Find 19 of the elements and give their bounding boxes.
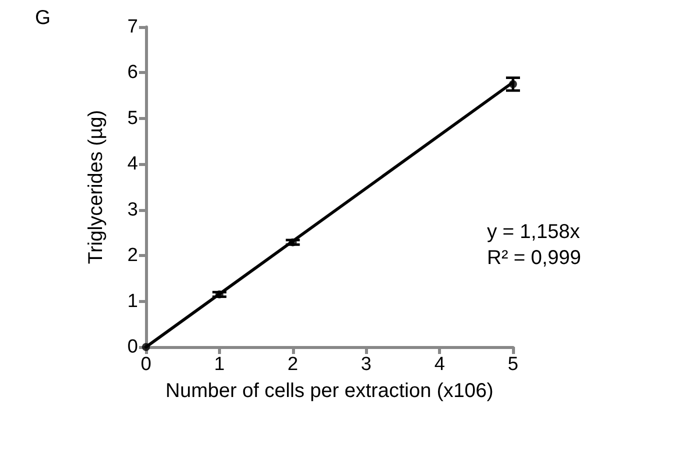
annotation: R² = 0,999	[487, 247, 581, 269]
x-tick-label: 1	[214, 354, 225, 375]
y-tick-label: 0	[127, 336, 138, 358]
y-tick-label: 4	[127, 154, 138, 175]
x-tick-label: 2	[288, 354, 298, 375]
y-tick-label: 5	[127, 108, 138, 129]
x-tick-label: 4	[434, 354, 446, 375]
annotation: y = 1,158x	[487, 221, 580, 243]
y-tick-label: 7	[127, 16, 138, 38]
text: G	[35, 7, 51, 29]
x-axis-title: Number of cells per extraction (x106)	[166, 380, 494, 402]
x-tick-label: 0	[140, 354, 152, 375]
y-tick-label: 2	[127, 245, 138, 266]
x-tick-label: 5	[508, 354, 518, 375]
y-tick-label: 1	[127, 290, 138, 312]
x-tick-label: 3	[360, 354, 372, 375]
y-axis-title: Triglycerides (µg)	[85, 110, 107, 264]
y-tick-label: 6	[127, 62, 138, 84]
y-tick-label: 3	[127, 199, 138, 220]
